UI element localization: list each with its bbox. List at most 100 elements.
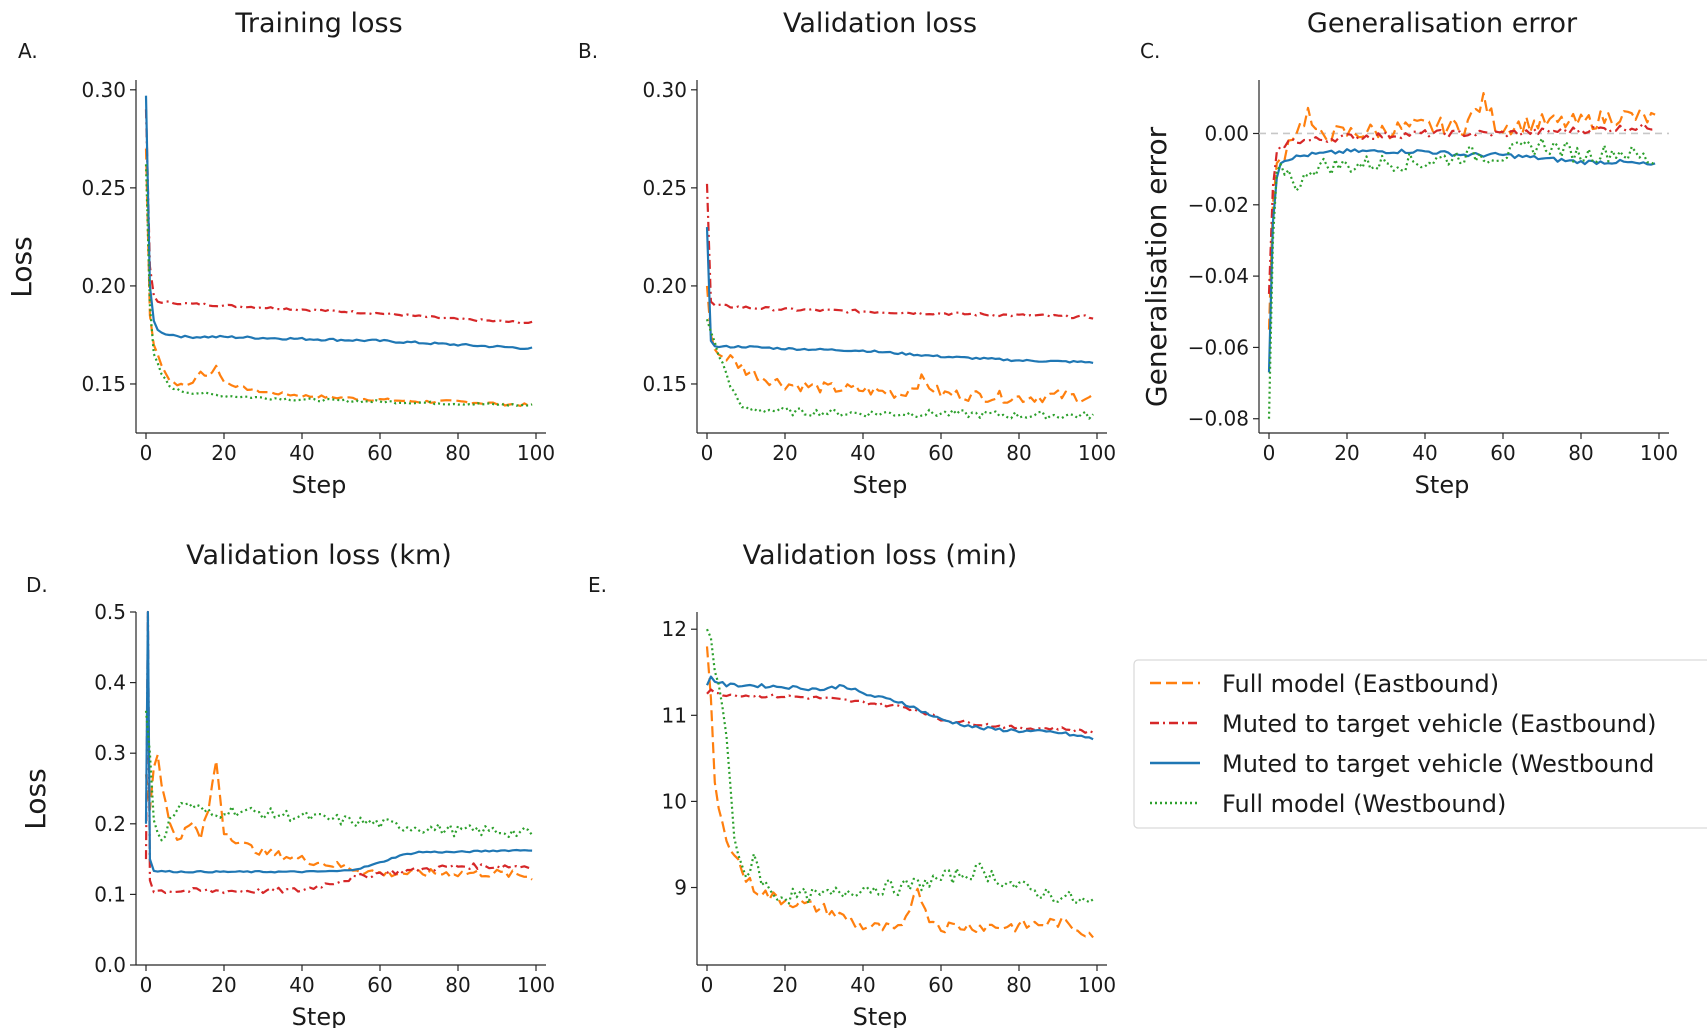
series-line-muted-eastbound (706, 688, 1094, 734)
series-line-full-eastbound (705, 646, 1094, 939)
x-tick-label: 20 (772, 441, 797, 465)
y-tick-label: −0.04 (1188, 264, 1249, 288)
series-line-muted-westbound (705, 227, 1094, 364)
chart-title: Validation loss (km) (186, 540, 452, 571)
x-tick-label: 0 (701, 973, 714, 997)
y-tick-label: −0.08 (1188, 407, 1249, 431)
chart-c: C. Generalisation error 0 20 40 60 80 100 −0.08 −… (1140, 8, 1678, 499)
x-tick-label: 80 (445, 441, 470, 465)
y-tick-label: 0.4 (94, 671, 126, 695)
y-tick-label: 0.3 (94, 741, 126, 765)
series-line-muted-westbound (1267, 148, 1656, 373)
panel-label: B. (578, 39, 598, 63)
x-axis-label: Step (853, 471, 908, 499)
x-tick-label: 0 (701, 441, 714, 465)
chart-d: D. Validation loss (km) 0 20 40 60 80 100 0.0 0.1… (19, 540, 555, 1028)
x-tick-label: 40 (1412, 441, 1437, 465)
x-tick-label: 100 (1640, 441, 1678, 465)
y-tick-label: 0.00 (1204, 121, 1249, 145)
y-tick-label: 0.25 (642, 176, 687, 200)
y-tick-label: 0.30 (81, 78, 126, 102)
x-tick-label: 100 (517, 441, 555, 465)
x-tick-label: 20 (211, 973, 236, 997)
x-tick-label: 40 (289, 973, 314, 997)
panel-label: A. (18, 39, 38, 63)
legend-label: Muted to target vehicle (Westbound (1222, 750, 1654, 778)
series-line-full-eastbound (144, 753, 533, 881)
series-line-muted-westbound (705, 675, 1094, 741)
series-line-muted-westbound (144, 610, 533, 874)
legend-item: Full model (Westbound) (1150, 790, 1506, 818)
x-tick-label: 20 (211, 441, 236, 465)
legend-label: Full model (Eastbound) (1222, 670, 1499, 698)
y-tick-label: 0.15 (642, 372, 687, 396)
y-axis-label: Generalisation error (1140, 126, 1173, 407)
x-tick-label: 60 (928, 441, 953, 465)
y-tick-label: 0.2 (94, 812, 126, 836)
y-axis-label: Loss (19, 768, 52, 829)
x-tick-label: 80 (1006, 973, 1031, 997)
x-tick-label: 60 (367, 441, 392, 465)
x-tick-label: 60 (1490, 441, 1515, 465)
series-line-full-westbound (1267, 137, 1656, 419)
legend-label: Muted to target vehicle (Eastbound) (1222, 710, 1656, 738)
y-tick-label: 9 (674, 876, 687, 900)
x-tick-label: 0 (140, 973, 153, 997)
y-tick-label: 10 (662, 789, 687, 813)
x-axis-label: Step (853, 1003, 908, 1028)
legend-item: Muted to target vehicle (Westbound (1150, 750, 1654, 778)
series-line-full-westbound (705, 318, 1094, 421)
x-tick-label: 20 (772, 973, 797, 997)
y-tick-label: −0.06 (1188, 335, 1249, 359)
legend-item: Muted to target vehicle (Eastbound) (1150, 710, 1656, 738)
x-axis-label: Step (292, 1003, 347, 1028)
x-tick-label: 60 (928, 973, 953, 997)
series-line-muted-westbound (144, 95, 533, 350)
y-tick-label: 0.1 (94, 882, 126, 906)
x-tick-label: 100 (1078, 441, 1116, 465)
chart-a: A. Training loss 0 20 40 60 80 100 0.15 0.20 0.25 0… (5, 8, 555, 499)
x-tick-label: 40 (850, 973, 875, 997)
y-tick-label: 0.25 (81, 176, 126, 200)
y-tick-label: −0.02 (1188, 193, 1249, 217)
x-tick-label: 20 (1334, 441, 1359, 465)
x-tick-label: 0 (140, 441, 153, 465)
y-tick-label: 0.20 (81, 274, 126, 298)
chart-title: Generalisation error (1307, 8, 1578, 39)
y-tick-label: 0.0 (94, 953, 126, 977)
chart-title: Training loss (234, 8, 402, 39)
series-line-full-eastbound (1267, 92, 1656, 330)
chart-b: B. Validation loss 0 20 40 60 80 100 0.15 0.20 0.2… (578, 8, 1116, 499)
series-line-muted-eastbound (1267, 122, 1656, 294)
x-tick-label: 100 (1078, 973, 1116, 997)
chart-e: E. Validation loss (min) 0 20 40 60 80 100 9 10 11… (588, 540, 1116, 1028)
y-tick-label: 11 (662, 703, 687, 727)
x-tick-label: 40 (850, 441, 875, 465)
panel-label: D. (26, 573, 48, 597)
x-axis-label: Step (292, 471, 347, 499)
y-tick-label: 0.5 (94, 600, 126, 624)
x-tick-label: 40 (289, 441, 314, 465)
chart-title: Validation loss (min) (743, 540, 1018, 571)
y-tick-label: 12 (662, 617, 687, 641)
legend-item: Full model (Eastbound) (1150, 670, 1499, 698)
x-tick-label: 80 (1006, 441, 1031, 465)
y-tick-label: 0.30 (642, 78, 687, 102)
x-tick-label: 100 (517, 973, 555, 997)
legend-label: Full model (Westbound) (1222, 790, 1506, 818)
x-axis-label: Step (1415, 471, 1470, 499)
x-tick-label: 60 (367, 973, 392, 997)
legend: Full model (Eastbound) Muted to target ve… (1133, 659, 1707, 829)
panel-label: E. (588, 573, 607, 597)
x-tick-label: 0 (1263, 441, 1276, 465)
chart-title: Validation loss (783, 8, 977, 39)
series-line-full-eastbound (144, 148, 533, 408)
panel-label: C. (1140, 39, 1160, 63)
series-line-full-westbound (144, 164, 533, 407)
legend-frame (1133, 659, 1707, 829)
x-tick-label: 80 (1568, 441, 1593, 465)
series-line-full-westbound (705, 628, 1094, 905)
